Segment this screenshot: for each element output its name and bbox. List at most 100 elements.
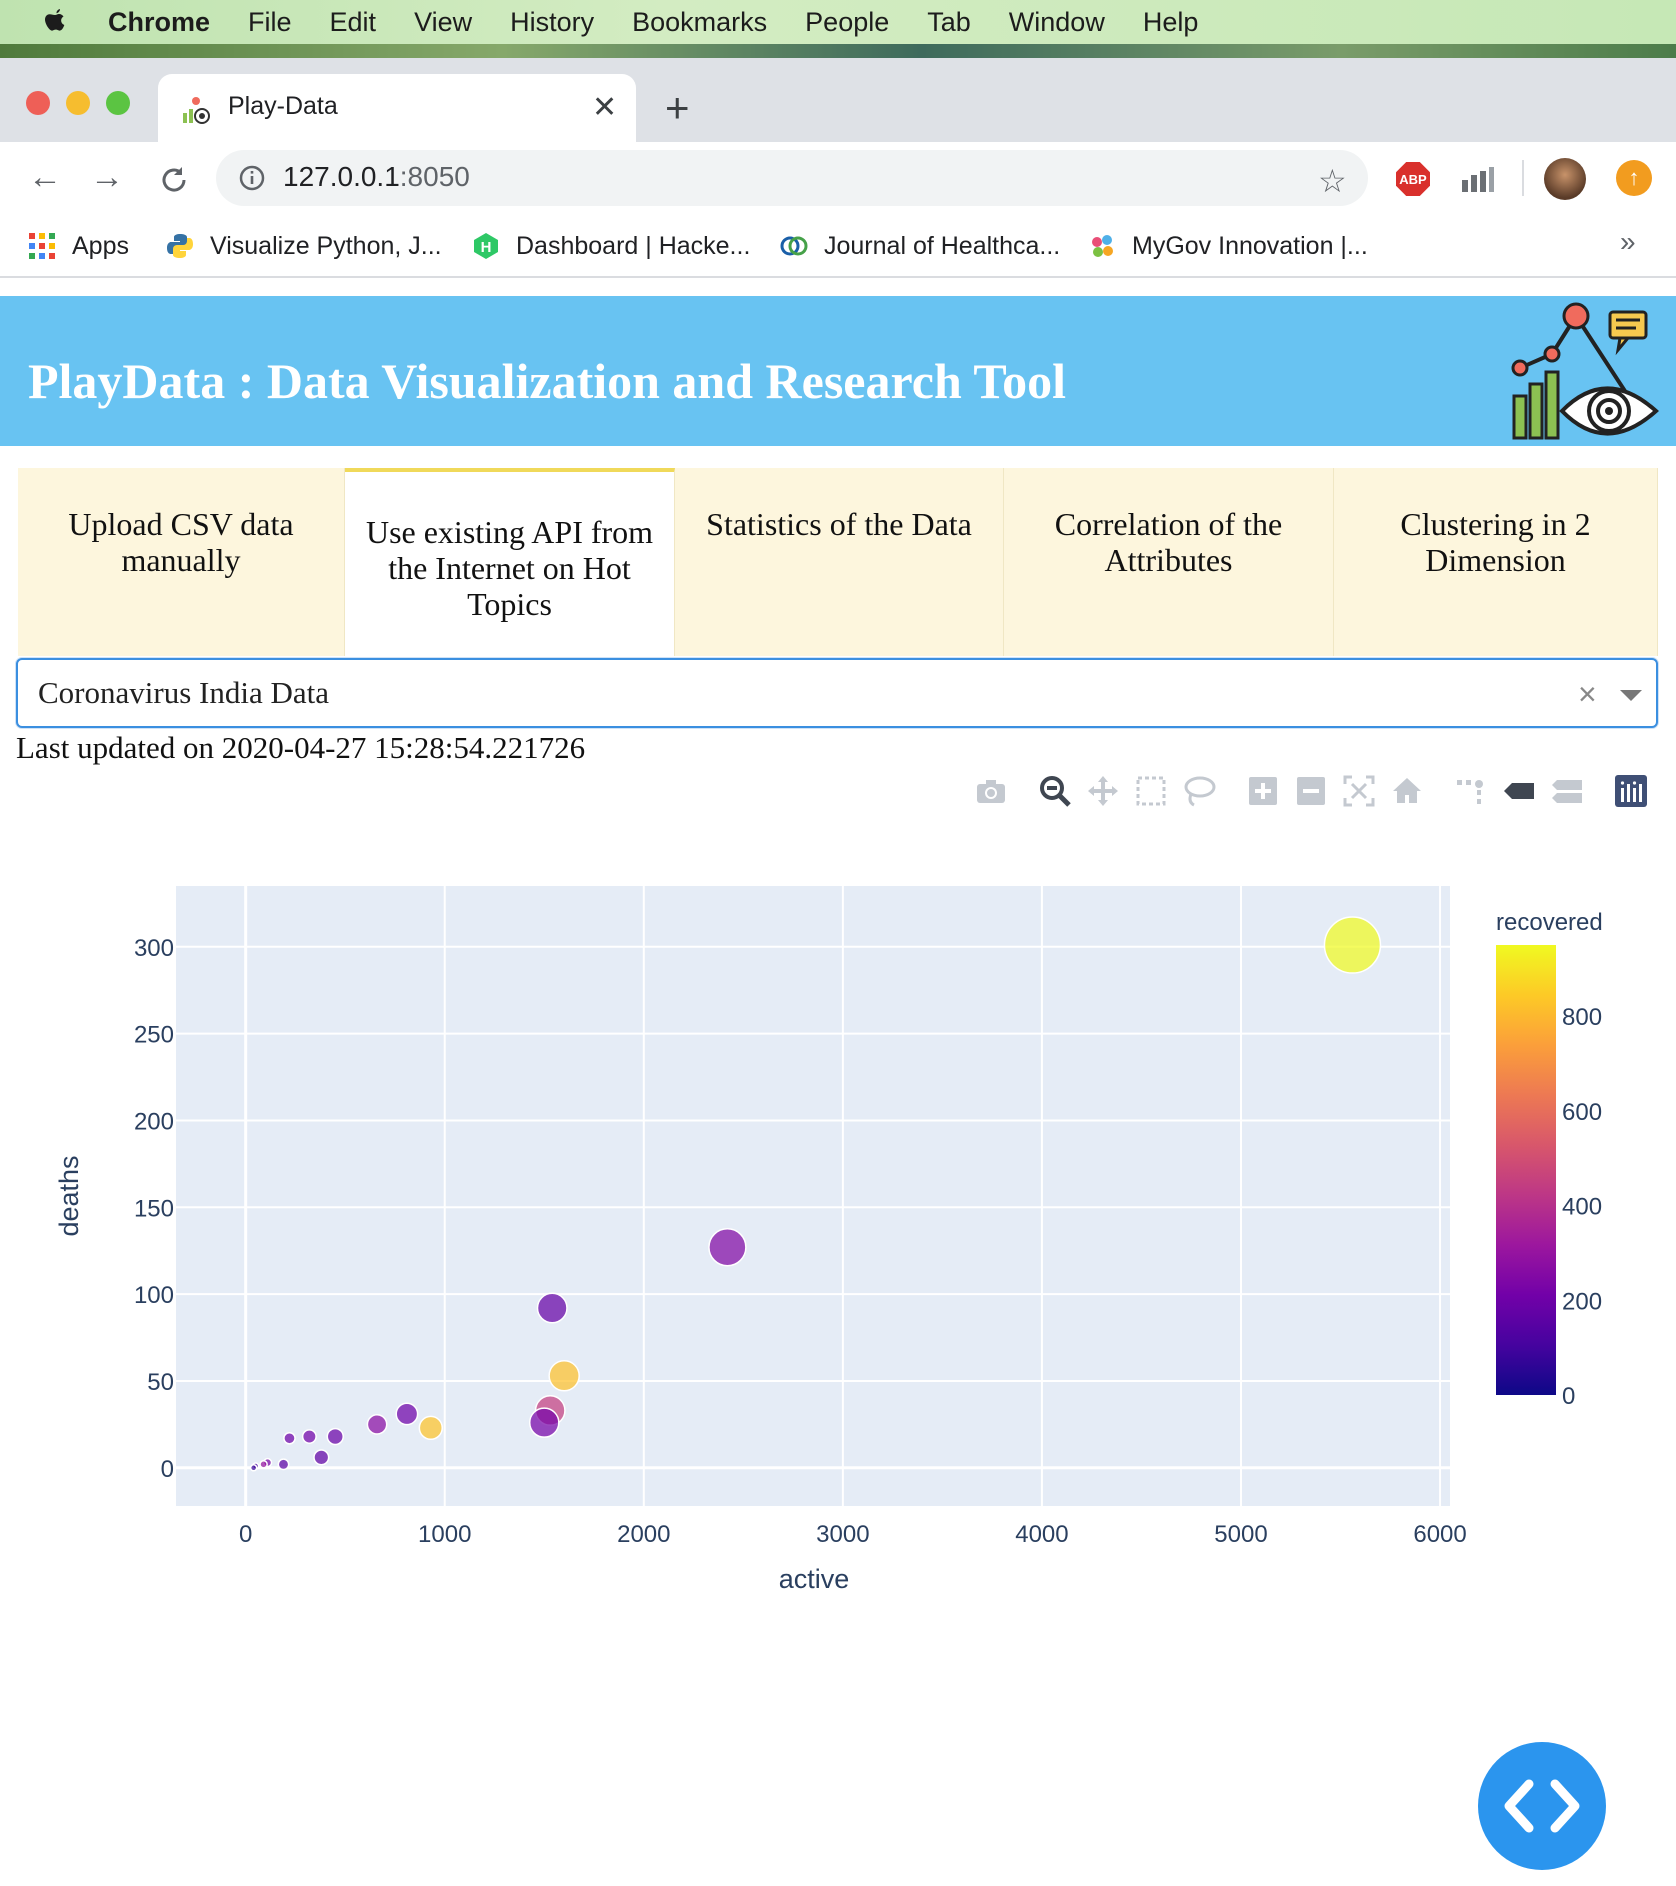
adblock-plus-icon[interactable]: ABP (1396, 162, 1430, 196)
bookmark-apps[interactable]: Apps (28, 226, 129, 266)
bookmark-star-icon[interactable]: ☆ (1318, 163, 1347, 199)
forward-arrow-icon[interactable]: → (90, 158, 124, 196)
tab-statistics[interactable]: Statistics of the Data (675, 468, 1004, 656)
pan-icon[interactable] (1086, 774, 1120, 808)
scatter-point[interactable] (249, 1464, 258, 1472)
profile-avatar[interactable] (1544, 158, 1586, 200)
tab-existing-api[interactable]: Use existing API from the Internet on Ho… (345, 468, 675, 656)
scatter-point[interactable] (536, 1292, 568, 1324)
site-info-icon[interactable] (238, 164, 266, 192)
bookmark-journal-healthcare[interactable]: Journal of Healthca... (780, 226, 1060, 266)
scatter-point[interactable] (301, 1429, 317, 1444)
x-axis-title: active (779, 1564, 850, 1594)
scatter-point[interactable] (395, 1402, 419, 1426)
window-zoom-button[interactable] (106, 91, 130, 115)
plot-area[interactable] (176, 886, 1450, 1506)
reset-axes-icon[interactable] (1390, 774, 1424, 808)
hover-closest-icon[interactable] (1502, 774, 1536, 808)
reload-icon[interactable] (158, 164, 190, 196)
python-icon (167, 234, 193, 258)
y-tick-label: 0 (161, 1456, 174, 1483)
colorbar-tick-label: 200 (1562, 1288, 1602, 1315)
scatter-point[interactable] (283, 1431, 296, 1445)
playdata-logo-icon (1511, 302, 1659, 440)
back-arrow-icon[interactable]: ← (28, 158, 62, 196)
menu-help[interactable]: Help (1142, 6, 1199, 37)
scatter-point[interactable] (313, 1449, 330, 1466)
bookmark-hackerrank-dashboard[interactable]: H Dashboard | Hacke... (472, 226, 750, 266)
scatter-point[interactable] (548, 1359, 580, 1392)
bookmarks-overflow-button[interactable]: » (1620, 226, 1636, 257)
scatter-markers[interactable] (249, 916, 1382, 1472)
camera-icon[interactable] (974, 774, 1008, 808)
dropdown-clear-icon[interactable]: × (1578, 676, 1597, 712)
y-axis-title: deaths (54, 1155, 84, 1236)
scatter-point[interactable] (277, 1458, 290, 1471)
y-tick-label: 300 (134, 935, 174, 962)
tab-upload-csv[interactable]: Upload CSV data manually (18, 468, 345, 656)
menu-history[interactable]: History (510, 6, 595, 37)
scatter-point[interactable] (326, 1427, 344, 1446)
menu-view[interactable]: View (414, 6, 473, 37)
menu-window[interactable]: Window (1008, 6, 1105, 37)
hover-compare-icon[interactable] (1550, 774, 1584, 808)
browser-tab-active[interactable] (158, 74, 636, 144)
scatter-point[interactable] (708, 1228, 747, 1267)
menu-people[interactable]: People (805, 6, 890, 37)
x-tick-label: 2000 (617, 1521, 670, 1548)
y-tick-label: 200 (134, 1108, 174, 1135)
plotly-logo-icon[interactable] (1614, 774, 1648, 808)
apple-icon[interactable] (42, 7, 68, 37)
lasso-icon[interactable] (1182, 774, 1216, 808)
scatter-point[interactable] (366, 1413, 388, 1435)
dev-tools-toggle-button[interactable] (1478, 1742, 1606, 1870)
menu-edit[interactable]: Edit (329, 6, 377, 37)
scatter-point[interactable] (528, 1407, 560, 1438)
colorbar-tick-label: 600 (1562, 1099, 1602, 1126)
zoom-in-icon[interactable] (1246, 774, 1280, 808)
menu-tab[interactable]: Tab (927, 6, 971, 37)
zoom-icon[interactable] (1038, 774, 1072, 808)
box-select-icon[interactable] (1134, 774, 1168, 808)
dataset-dropdown[interactable] (16, 658, 1658, 728)
menu-bookmarks[interactable]: Bookmarks (632, 6, 768, 37)
toolbar-separator (1522, 160, 1524, 196)
x-tick-label: 1000 (418, 1521, 471, 1548)
chevron-down-icon[interactable] (1620, 690, 1642, 701)
new-tab-button[interactable]: + (665, 84, 690, 131)
scatter-point[interactable] (259, 1460, 268, 1469)
scatter-point[interactable] (1323, 916, 1382, 974)
performance-extension-icon[interactable] (1460, 164, 1496, 194)
bookmarks-bar (0, 216, 1676, 278)
mygov-icon (1092, 235, 1113, 257)
autoscale-icon[interactable] (1342, 774, 1376, 808)
app-title: PlayData : Data Visualization and Resear… (28, 353, 1067, 409)
tab-correlation[interactable]: Correlation of the Attributes (1004, 468, 1334, 656)
bookmark-label: MyGov Innovation |... (1132, 231, 1368, 260)
address-bar[interactable] (216, 150, 1368, 206)
tab-title: Play-Data (228, 92, 338, 120)
window-close-button[interactable] (26, 91, 50, 115)
zoom-out-icon[interactable] (1294, 774, 1328, 808)
tab-clustering[interactable]: Clustering in 2 Dimension (1334, 468, 1658, 656)
url-port: :8050 (399, 161, 470, 192)
menu-app-chrome[interactable]: Chrome (108, 6, 211, 37)
y-tick-label: 50 (147, 1369, 174, 1396)
desktop-wallpaper-strip (0, 44, 1676, 58)
colorbar-ticks: 0 200 400 600 800 (1562, 1004, 1602, 1410)
bookmark-visualize-python[interactable]: Visualize Python, J... (166, 226, 442, 266)
scatter-point[interactable] (418, 1415, 444, 1441)
scatter-chart[interactable]: 0 1000 2000 3000 4000 5000 6000050100150200250… (0, 860, 1676, 1620)
url-text[interactable]: 127.0.0.1:8050 (283, 161, 470, 193)
spike-lines-icon[interactable] (1454, 774, 1488, 808)
y-tick-label: 100 (134, 1282, 174, 1309)
bookmark-mygov-innovation[interactable]: MyGov Innovation |... (1088, 226, 1368, 266)
chrome-update-icon[interactable]: ↑ (1616, 160, 1652, 196)
bookmark-label: Dashboard | Hacke... (516, 231, 751, 260)
x-tick-label: 0 (239, 1521, 252, 1548)
window-minimize-button[interactable] (66, 91, 90, 115)
menu-file[interactable]: File (248, 6, 292, 37)
tab-close-icon[interactable]: ✕ (592, 91, 618, 124)
apps-grid-icon (29, 233, 55, 259)
plot-gridlines (176, 886, 1450, 1506)
